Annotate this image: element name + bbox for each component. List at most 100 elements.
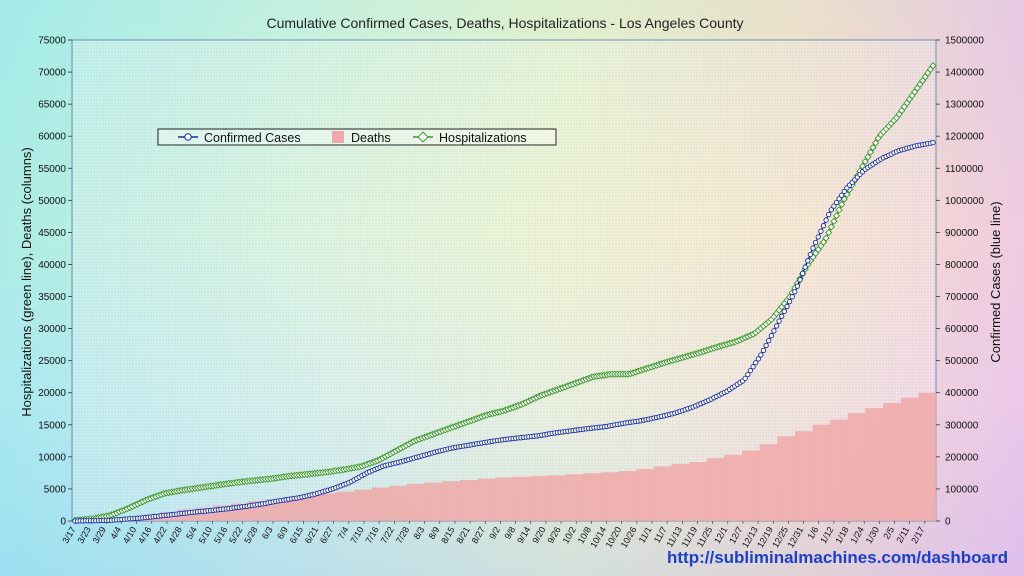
cases-point (841, 188, 847, 195)
legend-hosp-marker (417, 131, 429, 143)
cases-point (826, 211, 832, 218)
x-tick-label: 2/17 (909, 525, 926, 545)
deaths-column (865, 408, 884, 521)
y-left-tick-label: 30000 (38, 324, 66, 335)
x-tick-label: 4/10 (121, 525, 138, 545)
y-right-tick-label: 1300000 (945, 100, 984, 111)
x-tick-label: 9/26 (545, 525, 562, 545)
hospitalizations-point (822, 234, 830, 242)
x-tick-label: 6/21 (303, 525, 320, 545)
cases-point (784, 303, 790, 310)
hospitalizations-point (830, 217, 838, 225)
y-left-tick-label: 60000 (38, 132, 66, 143)
y-right-tick-label: 300000 (945, 420, 979, 431)
x-tick-label: 7/10 (348, 525, 365, 545)
deaths-column (847, 413, 866, 521)
y-right-tick-label: 1100000 (945, 164, 984, 175)
hospitalizations-point (869, 143, 877, 152)
hospitalizations-point (864, 153, 872, 161)
deaths-column (830, 419, 849, 521)
hospitalizations-point (832, 212, 841, 220)
deaths-column (336, 491, 355, 521)
deaths-column (653, 466, 672, 521)
dashboard-url-link[interactable]: http://subliminalmachines.com/dashboard (667, 548, 1008, 567)
deaths-column (759, 444, 778, 521)
x-tick-label: 1/18 (833, 525, 850, 545)
y-right-tick-label: 400000 (945, 388, 979, 399)
x-tick-label: 3/29 (91, 525, 108, 545)
deaths-column (301, 495, 320, 521)
deaths-column (354, 489, 373, 521)
cases-point (779, 313, 785, 319)
cases-point (758, 352, 764, 358)
legend-cases-label: Confirmed Cases (204, 131, 301, 145)
hospitalizations-point (929, 62, 937, 70)
deaths-column (565, 474, 584, 521)
x-tick-label: 1/30 (864, 525, 881, 545)
cases-point (771, 328, 777, 334)
y-left-tick-label: 0 (60, 517, 66, 528)
cases-point (766, 337, 772, 344)
y-right-tick-label: 1500000 (945, 36, 984, 47)
cases-point (776, 318, 782, 324)
cases-point (836, 196, 842, 202)
x-tick-label: 4/22 (151, 525, 168, 545)
y-right-tick-label: 500000 (945, 356, 979, 367)
deaths-column (424, 482, 443, 521)
deaths-column (777, 436, 796, 521)
x-tick-label: 11/1 (637, 525, 654, 545)
legend-deaths-label: Deaths (351, 131, 391, 145)
cases-point (789, 294, 795, 300)
cases-point (833, 199, 840, 206)
cases-point (799, 270, 806, 277)
x-tick-label: 12/31 (785, 525, 805, 550)
x-tick-label: 4/16 (136, 525, 153, 545)
deaths-column (477, 478, 496, 521)
hospitalizations-point (866, 148, 875, 156)
deaths-column (442, 481, 461, 521)
cases-point (773, 323, 780, 329)
y-right-tick-label: 100000 (945, 484, 979, 495)
x-tick-label: 5/28 (242, 525, 259, 545)
deaths-column (530, 476, 549, 521)
x-tick-label: 7/22 (379, 525, 396, 545)
cases-point (797, 277, 803, 283)
y-right-tick-label: 900000 (945, 228, 979, 239)
y-left-tick-label: 25000 (38, 356, 66, 367)
y-left-tick-label: 15000 (38, 420, 66, 431)
x-tick-label: 10/26 (619, 525, 639, 550)
deaths-column (548, 475, 567, 521)
cases-point (760, 347, 767, 354)
deaths-column (883, 402, 902, 521)
cases-point (747, 367, 754, 374)
deaths-column (706, 458, 725, 521)
deaths-column (671, 463, 690, 521)
x-tick-label: 9/14 (515, 525, 532, 545)
hospitalizations-point (827, 223, 835, 231)
legend-box (157, 128, 557, 146)
x-tick-label: 7/28 (394, 525, 411, 545)
hospitalizations-point (861, 157, 869, 166)
cases-point (786, 298, 793, 305)
hospitalizations-point (840, 195, 848, 203)
cases-point (755, 356, 761, 362)
deaths-column (512, 476, 531, 521)
x-tick-label: 5/22 (227, 525, 244, 545)
cases-point (805, 258, 811, 264)
hospitalizations-point (819, 238, 828, 246)
x-tick-label: 7/16 (363, 525, 380, 545)
y-left-axis-label: Hospitalizations (green line), Deaths (c… (19, 147, 34, 417)
y-right-tick-label: 800000 (945, 260, 979, 271)
deaths-column (636, 469, 655, 521)
legend-deaths-swatch (332, 131, 344, 143)
deaths-column (794, 431, 813, 521)
x-tick-label: 12/1 (712, 525, 729, 545)
cases-point (828, 207, 834, 213)
y-left-tick-label: 55000 (38, 164, 66, 175)
hospitalizations-point (825, 228, 833, 237)
cases-point (818, 228, 824, 234)
x-tick-label: 5/10 (197, 525, 214, 545)
deaths-column (459, 479, 478, 521)
hospitalizations-point (835, 206, 843, 214)
